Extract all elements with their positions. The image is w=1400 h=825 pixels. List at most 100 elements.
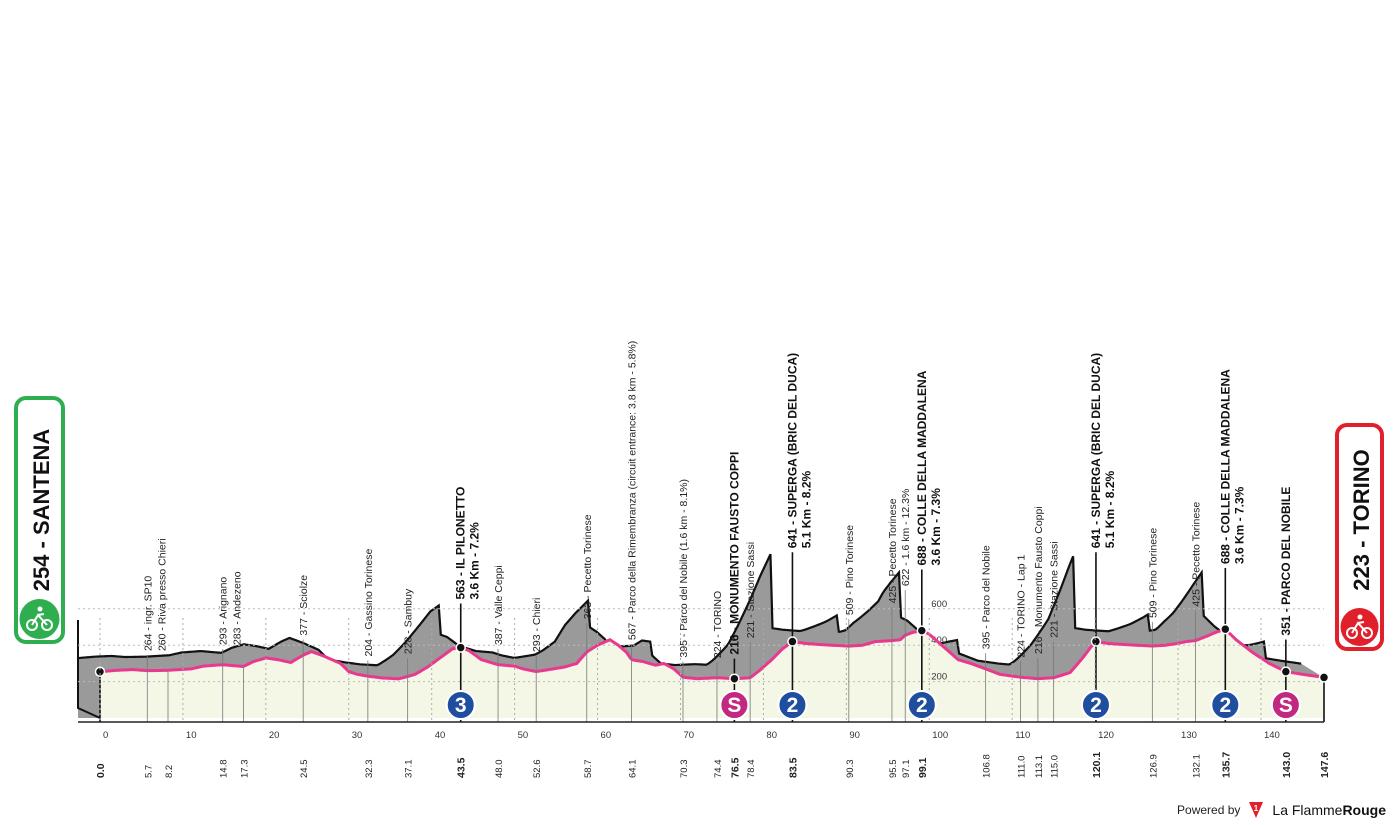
point-label: 3.6 Km - 7.2% (468, 522, 482, 600)
point-label: 264 - ingr. SP10 (142, 576, 154, 651)
x-tick-label: 90 (849, 730, 860, 741)
km-label: 120.1 (1091, 752, 1103, 778)
point-label: 283 - Andezeno (232, 571, 244, 645)
point-label: 5.1 Km - 8.2% (1103, 471, 1117, 549)
point-label: 221 - Stazione Sassi (1049, 541, 1061, 637)
point-label: 509 - Pino Torinese (844, 525, 856, 615)
point-label: 224 - TORINO - Lap 1 (1015, 555, 1027, 658)
kom-badge (1080, 690, 1111, 720)
point-marker (787, 636, 798, 647)
x-tick-label: 30 (352, 730, 363, 741)
kom-badge (1210, 690, 1241, 720)
sprint-badge-label: S (1279, 694, 1293, 717)
point-label: 228 - Sambuy (403, 588, 415, 654)
km-label: 43.5 (456, 757, 468, 778)
km-label: 24.5 (299, 760, 310, 779)
km-label: 14.8 (219, 760, 230, 779)
point-label: 221 - Stazione Sassi (745, 542, 757, 638)
km-label: 70.3 (679, 760, 690, 779)
finish-pin-frame (1335, 423, 1384, 651)
point-label: 3.6 Km - 7.3% (1232, 486, 1246, 564)
point-label: 216 - Monumento Fausto Coppi (1033, 506, 1045, 654)
kom-badge (445, 690, 476, 720)
brand-name-plain: La Flamme (1272, 802, 1343, 818)
route-line-layer (99, 628, 1324, 681)
start-pin-frame (14, 396, 65, 644)
svg-text:1: 1 (1254, 804, 1259, 813)
km-label: 37.1 (404, 760, 415, 779)
point-label: 293 - Chieri (531, 598, 543, 652)
x-tick-label: 120 (1098, 730, 1114, 741)
km-label: 76.5 (729, 757, 741, 778)
point-label: 641 - SUPERGA (BRIC DEL DUCA) (785, 353, 799, 548)
sprint-badge-label: S (727, 694, 741, 717)
km-label: 0.0 (95, 763, 107, 778)
relief-edge (77, 620, 101, 719)
km-label: 143.0 (1281, 752, 1293, 778)
x-tick-label: 140 (1264, 730, 1280, 741)
x-tick-label: 70 (683, 730, 694, 741)
point-marker (455, 642, 466, 653)
x-tick-label: 100 (932, 730, 948, 741)
cyclist-icon (1340, 608, 1379, 646)
point-label: 260 - Riva presso Chieri (156, 538, 168, 651)
gridline-label: 400 (931, 635, 947, 646)
point-label: 688 - COLLE DELLA MADDALENA (915, 370, 929, 565)
km-label: 106.8 (982, 754, 993, 778)
km-label: 74.4 (713, 760, 724, 779)
km-label: 115.0 (1050, 755, 1061, 778)
route-line (99, 628, 1324, 681)
km-label: 99.1 (917, 757, 929, 778)
km-label: 111.0 (1016, 756, 1027, 778)
km-label: 48.0 (494, 760, 505, 779)
powered-by-text: Powered by (1177, 803, 1241, 817)
point-label: 3.6 Km - 7.3% (929, 488, 943, 566)
km-label-layer: 0.0 5.7 8.2 14.8 17.3 24.5 32.3 37.1 43.5 48.0 52.… (95, 752, 1331, 778)
x-tick-label: 130 (1181, 730, 1197, 741)
point-label: 224 - TORINO (712, 591, 724, 658)
km-label: 95.5 (888, 760, 899, 779)
classification-badge-layer: 3 S 2 2 2 2 S (445, 690, 1301, 720)
point-label: 563 - IL PILONETTO (454, 487, 468, 600)
point-label: 641 - SUPERGA (BRIC DEL DUCA) (1089, 353, 1103, 548)
point-marker (916, 625, 928, 636)
profile-relief-layer: 200 400 600 (77, 553, 1324, 719)
brand-name-bold: Rouge (1342, 802, 1386, 818)
km-label: 64.1 (628, 760, 639, 779)
km-label: 90.3 (845, 760, 856, 779)
km-label: 17.3 (239, 760, 250, 779)
point-label: 351 - PARCO DEL NOBILE (1279, 487, 1293, 636)
start-label: 254 - SANTENA (29, 429, 54, 592)
point-label: 204 - Gassino Torinese (363, 549, 375, 657)
sprint-badge (1270, 690, 1301, 720)
point-label: 377 - Sciolze (298, 575, 310, 636)
km-label: 147.6 (1319, 752, 1331, 778)
x-tick-label: 60 (601, 730, 612, 741)
km-label: 132.1 (1191, 754, 1202, 778)
km-label: 83.5 (787, 757, 799, 778)
km-label: 5.7 (143, 765, 154, 778)
point-marker (1318, 672, 1330, 683)
kom-badge-label: 2 (787, 694, 799, 717)
point-label: 509 - Pino Torinese (1147, 528, 1159, 618)
route-area (100, 629, 1324, 718)
km-label: 52.6 (532, 760, 543, 779)
gridline-label: 200 (931, 672, 947, 683)
start-cyclist-glyph (26, 613, 53, 631)
finish-label: 223 - TORINO (1349, 449, 1374, 590)
km-label: 97.1 (901, 760, 912, 779)
kom-badge (906, 690, 937, 720)
point-label: 216 - MONUMENTO FAUSTO COPPI (727, 452, 741, 655)
gridline-label: 600 (931, 599, 947, 610)
sprint-badge (719, 690, 750, 720)
start-pin: 254 - SANTENA (14, 396, 65, 644)
point-label: 688 - COLLE DELLA MADDALENA (1218, 369, 1232, 564)
finish-cyclist-glyph (1346, 621, 1373, 639)
x-tick-label: 20 (269, 730, 280, 741)
km-label: 8.2 (164, 765, 175, 778)
point-label: 387 - Valle Ceppi (493, 565, 505, 645)
km-label: 32.3 (364, 760, 375, 779)
x-tick-label: 40 (435, 730, 446, 741)
finish-pin: 223 - TORINO (1335, 423, 1384, 651)
point-marker (1220, 623, 1231, 635)
